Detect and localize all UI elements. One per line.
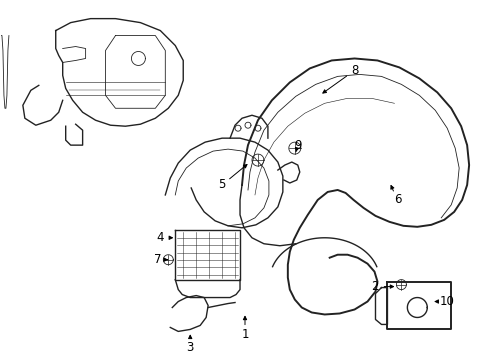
Text: 8: 8 xyxy=(350,64,358,77)
Text: 10: 10 xyxy=(439,295,454,308)
Text: 5: 5 xyxy=(218,179,225,192)
Text: 7: 7 xyxy=(153,253,161,266)
Text: 6: 6 xyxy=(393,193,400,206)
Text: 2: 2 xyxy=(370,280,378,293)
Text: 4: 4 xyxy=(156,231,164,244)
Text: 3: 3 xyxy=(186,341,194,354)
Text: 9: 9 xyxy=(293,139,301,152)
Text: 1: 1 xyxy=(241,328,248,341)
